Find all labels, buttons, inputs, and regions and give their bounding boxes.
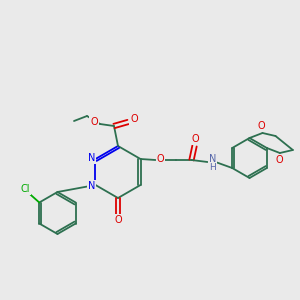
- Text: O: O: [157, 154, 164, 164]
- Text: O: O: [275, 155, 283, 165]
- Text: O: O: [258, 121, 265, 131]
- Text: O: O: [114, 215, 122, 225]
- Text: O: O: [130, 114, 138, 124]
- Text: O: O: [192, 134, 199, 144]
- Text: Cl: Cl: [20, 184, 30, 194]
- Text: H: H: [209, 163, 216, 172]
- Text: N: N: [88, 181, 95, 191]
- Text: N: N: [209, 154, 216, 164]
- Text: N: N: [88, 153, 95, 163]
- Text: O: O: [90, 117, 98, 127]
